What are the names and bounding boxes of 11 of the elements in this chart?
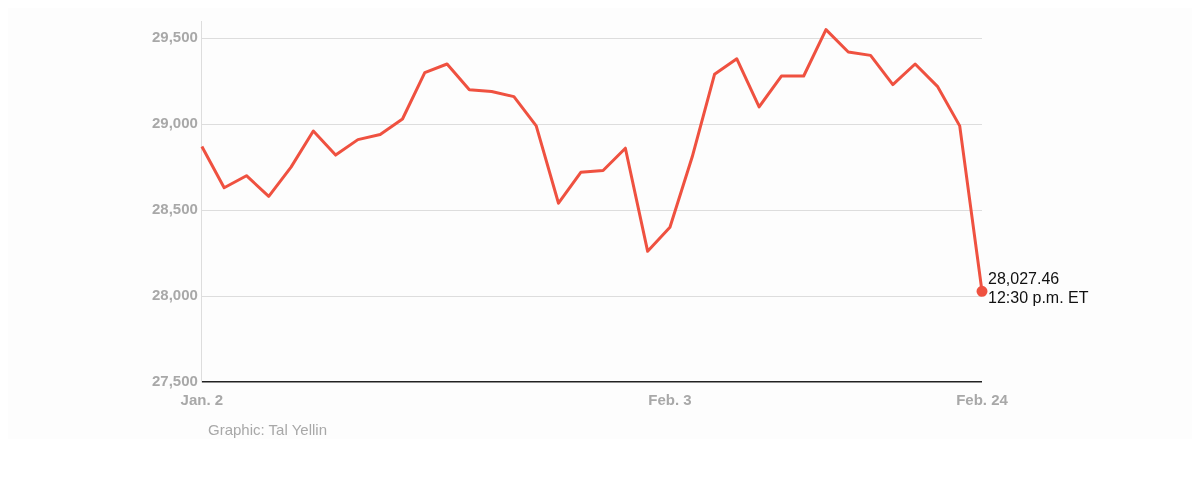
text: Graphic: Tal Yellin: [208, 420, 328, 439]
x-tick-label: Feb. 24: [956, 391, 1009, 409]
y-tick-label: 28,500: [151, 200, 198, 218]
data-label: 28,027.46: [988, 269, 1060, 287]
y-tick-label: 27,500: [151, 372, 198, 390]
y-tick-label: 29,000: [151, 114, 198, 132]
x-tick-label: Feb. 3: [648, 391, 692, 409]
annotation: 12:30 p.m. ET: [988, 288, 1089, 306]
y-tick-label: 28,000: [151, 286, 198, 304]
y-tick-label: 29,500: [151, 28, 198, 46]
x-tick-label: Jan. 2: [180, 391, 224, 409]
